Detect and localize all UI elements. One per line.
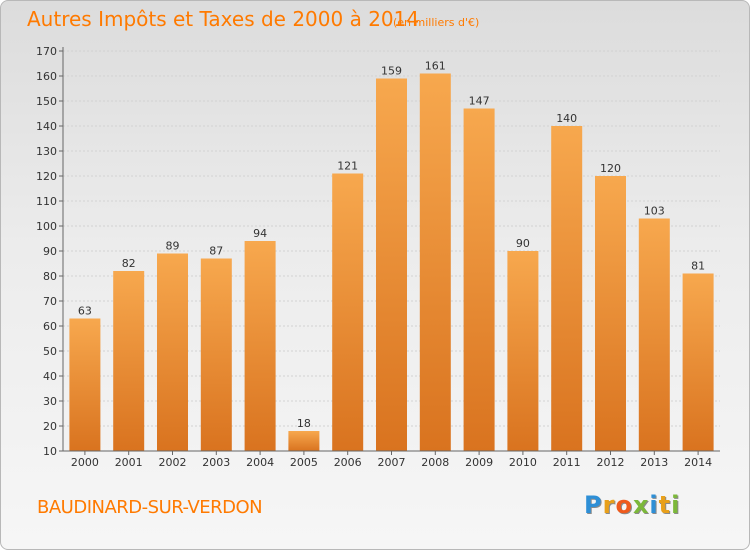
logo-letter: i <box>649 491 659 519</box>
y-tick-label: 150 <box>36 95 57 108</box>
x-tick-label: 2006 <box>334 456 362 469</box>
x-tick-label: 2009 <box>465 456 493 469</box>
bar-value-label: 82 <box>122 257 136 270</box>
y-tick-label: 70 <box>43 295 57 308</box>
chart-subtitle: (en milliers d'€) <box>393 16 480 29</box>
bar <box>419 73 451 451</box>
bar-value-label: 87 <box>209 245 223 258</box>
y-tick-label: 60 <box>43 320 57 333</box>
location-label: BAUDINARD-SUR-VERDON <box>37 497 263 518</box>
y-tick-label: 140 <box>36 120 57 133</box>
logo-letter: i <box>671 491 681 519</box>
x-tick-label: 2004 <box>246 456 274 469</box>
bar <box>682 273 714 451</box>
y-tick-label: 90 <box>43 245 57 258</box>
bar-value-label: 90 <box>516 237 530 250</box>
bar-value-label: 140 <box>556 112 577 125</box>
y-tick-label: 160 <box>36 70 57 83</box>
bar-value-label: 81 <box>691 260 705 273</box>
y-tick-label: 110 <box>36 195 57 208</box>
y-tick-label: 40 <box>43 370 57 383</box>
y-tick-label: 130 <box>36 145 57 158</box>
bar <box>376 78 407 451</box>
x-tick-label: 2005 <box>290 456 318 469</box>
bar <box>244 241 276 451</box>
bar-value-label: 18 <box>297 417 311 430</box>
x-tick-label: 2007 <box>378 456 406 469</box>
y-tick-label: 100 <box>36 220 57 233</box>
y-tick-label: 20 <box>43 420 57 433</box>
bar-value-label: 147 <box>469 95 490 108</box>
x-tick-label: 2003 <box>202 456 230 469</box>
bar <box>638 218 670 451</box>
bars: 63 82 89 87 94 18 121 159 161 147 90 140 120 103 81 <box>69 60 714 451</box>
bar <box>595 176 626 451</box>
logo-letter: t <box>658 491 672 519</box>
bar <box>332 173 364 451</box>
x-tick-label: 2013 <box>640 456 668 469</box>
y-tick-label: 80 <box>43 270 57 283</box>
bar <box>200 258 232 451</box>
bar-value-label: 103 <box>644 205 665 218</box>
x-tick-label: 2001 <box>115 456 143 469</box>
bar-value-label: 89 <box>166 240 180 253</box>
bar <box>551 126 583 451</box>
x-tick-label: 2000 <box>71 456 99 469</box>
logo-letter: x <box>632 491 650 519</box>
bar <box>157 253 188 451</box>
bar <box>288 431 320 451</box>
bar-value-label: 161 <box>425 60 446 73</box>
x-tick-label: 2011 <box>553 456 581 469</box>
chart-title: Autres Impôts et Taxes de 2000 à 2014 <box>27 7 420 31</box>
bar <box>507 251 539 451</box>
x-tick-label: 2002 <box>159 456 187 469</box>
bar-value-label: 120 <box>600 162 621 175</box>
bar <box>463 108 495 451</box>
x-tick-label: 2008 <box>421 456 449 469</box>
bar <box>69 318 101 451</box>
proxiti-logo: Proxiti <box>584 491 680 519</box>
y-tick-label: 10 <box>43 445 57 458</box>
bar-value-label: 121 <box>337 160 358 173</box>
x-tick-label: 2012 <box>597 456 625 469</box>
bar-value-label: 63 <box>78 305 92 318</box>
y-tick-label: 50 <box>43 345 57 358</box>
logo-letter: r <box>602 491 616 519</box>
x-tick-label: 2014 <box>684 456 712 469</box>
x-tick-label: 2010 <box>509 456 537 469</box>
logo-letter: o <box>615 491 633 519</box>
y-tick-label: 120 <box>36 170 57 183</box>
y-tick-label: 170 <box>36 45 57 58</box>
y-tick-label: 30 <box>43 395 57 408</box>
axes: 10 20 30 40 50 60 70 80 90 100 110 120 130 140 150 160 1… <box>36 45 720 469</box>
bar <box>113 271 145 451</box>
bar-value-label: 94 <box>253 227 267 240</box>
logo-letter: P <box>584 491 603 519</box>
bar-value-label: 159 <box>381 65 402 78</box>
